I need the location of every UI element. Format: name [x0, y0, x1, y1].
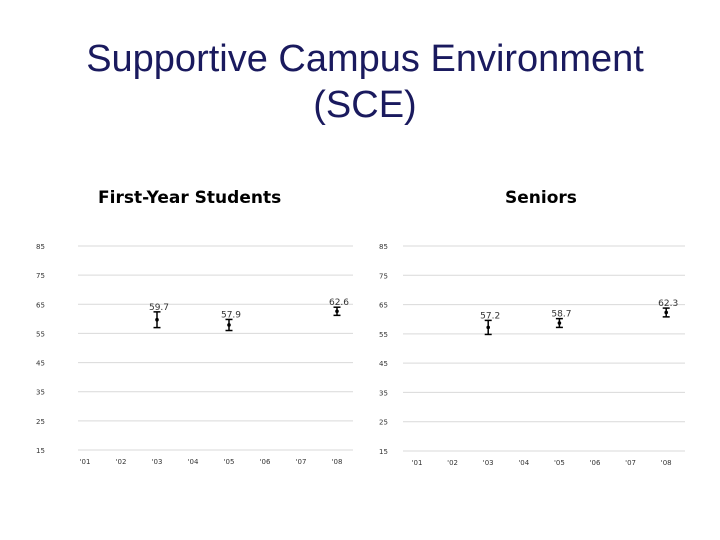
data-point: 57.2	[480, 311, 500, 336]
data-label: 62.6	[329, 298, 349, 308]
y-tick-label: 55	[36, 330, 45, 338]
x-tick-label: '03	[152, 458, 163, 466]
data-point: 57.9	[221, 310, 241, 332]
data-label: 62.3	[658, 299, 678, 309]
data-marker	[335, 309, 339, 314]
data-marker	[155, 317, 159, 322]
y-tick-label: 75	[36, 272, 45, 280]
x-tick-label: '06	[590, 459, 601, 467]
y-tick-label: 85	[379, 243, 388, 251]
y-tick-label: 15	[36, 447, 45, 455]
x-tick-label: '01	[80, 458, 91, 466]
x-tick-label: '08	[661, 459, 672, 467]
x-tick-label: '04	[518, 459, 529, 467]
x-tick-label: '07	[625, 459, 636, 467]
y-tick-label: 15	[379, 448, 388, 456]
data-point: 59.7	[149, 303, 169, 329]
x-tick-label: '08	[332, 458, 343, 466]
y-tick-label: 35	[36, 389, 45, 397]
data-label: 57.2	[480, 311, 500, 321]
x-tick-label: '04	[188, 458, 199, 466]
y-tick-label: 65	[36, 301, 45, 309]
first-year-chart: First-Year Students 85 75 65 55 45 35 25 15 '01 '…	[30, 180, 360, 485]
data-marker	[486, 325, 490, 330]
data-marker	[664, 310, 668, 315]
x-tick-label: '01	[412, 459, 423, 467]
x-tick-label: '02	[116, 458, 127, 466]
data-label: 57.9	[221, 310, 241, 320]
first-year-chart-plot: 85 75 65 55 45 35 25 15 '01 '02 '03 '04 '05 '06 '07 '08…	[36, 243, 353, 466]
slide-title-line-2: (SCE)	[313, 84, 417, 126]
data-label: 58.7	[551, 310, 571, 320]
y-tick-label: 75	[379, 272, 388, 280]
x-tick-label: '05	[554, 459, 565, 467]
y-tick-label: 45	[379, 360, 388, 368]
y-tick-label: 25	[379, 419, 388, 427]
x-tick-label: '06	[260, 458, 271, 466]
data-marker	[227, 323, 231, 327]
data-label: 59.7	[149, 303, 169, 313]
seniors-chart: Seniors 85 75 65 55 45 35 25 15 '01 '02 '03 '04 '05 '…	[355, 180, 695, 485]
first-year-chart-title: First-Year Students	[98, 188, 282, 208]
data-marker	[557, 321, 562, 325]
x-tick-label: '02	[447, 459, 458, 467]
data-point: 62.3	[658, 299, 678, 318]
y-tick-label: 25	[36, 418, 45, 426]
y-tick-label: 55	[379, 331, 388, 339]
seniors-chart-title: Seniors	[505, 188, 577, 208]
x-tick-label: '07	[296, 458, 307, 466]
y-tick-label: 35	[379, 389, 388, 397]
slide-title: Supportive Campus Environment (SCE)	[0, 36, 720, 128]
data-point: 58.7	[551, 310, 571, 329]
seniors-chart-plot: 85 75 65 55 45 35 25 15 '01 '02 '03 '04 '05 '06 '07 '08…	[379, 243, 685, 467]
x-tick-label: '05	[224, 458, 235, 466]
data-point: 62.6	[329, 298, 349, 317]
y-tick-label: 65	[379, 302, 388, 310]
x-tick-label: '03	[483, 459, 494, 467]
y-tick-label: 45	[36, 360, 45, 368]
slide-title-line-1: Supportive Campus Environment	[86, 38, 644, 80]
y-tick-label: 85	[36, 243, 45, 251]
